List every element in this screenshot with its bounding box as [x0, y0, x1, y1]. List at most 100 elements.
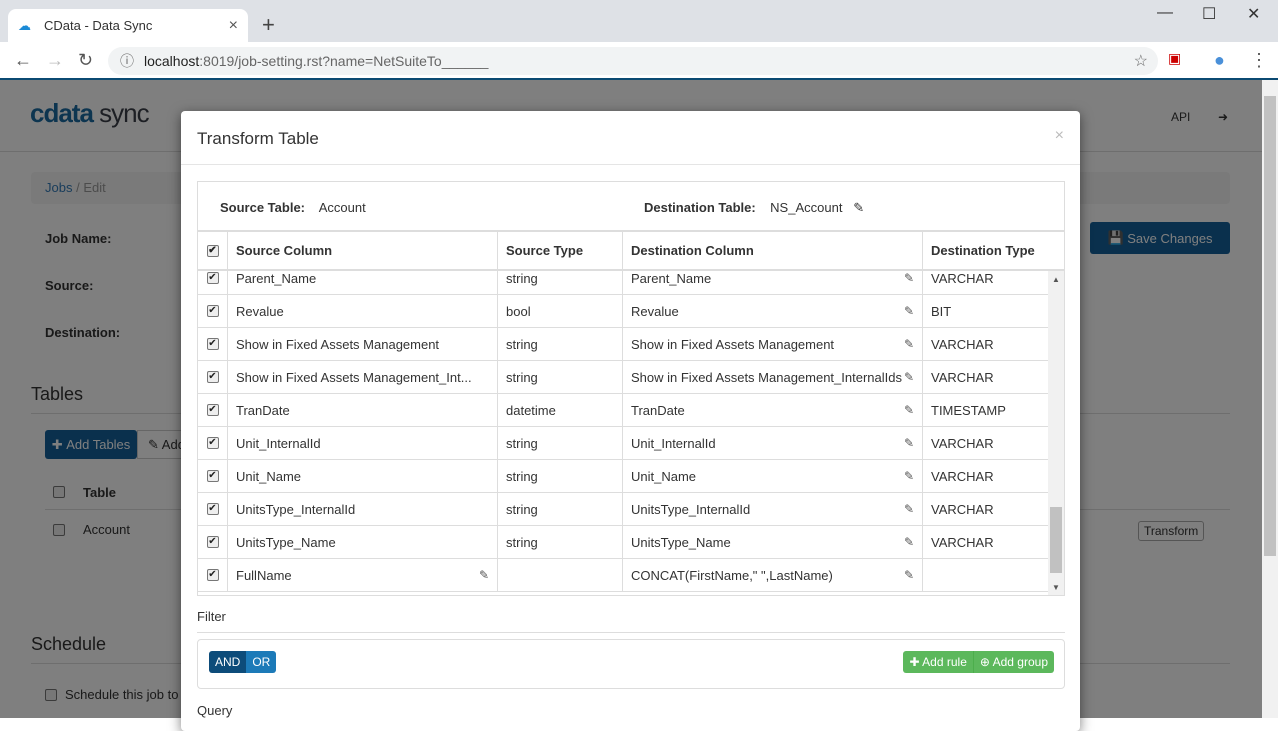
- edit-icon[interactable]: ✎: [901, 337, 914, 351]
- source-column-name: Show in Fixed Assets Management: [236, 336, 440, 352]
- destination-column-name: Show in Fixed Assets Management_Internal…: [631, 369, 902, 385]
- destination-column-name: Unit_Name: [631, 468, 697, 484]
- edit-icon[interactable]: ✎: [901, 370, 914, 384]
- star-icon[interactable]: ☆: [1133, 53, 1148, 70]
- edit-icon[interactable]: ✎: [901, 568, 914, 582]
- source-table-label: Source Table:: [220, 200, 306, 215]
- include-column-checkbox[interactable]: ✔: [206, 503, 219, 515]
- destination-type: VARCHAR: [931, 468, 994, 484]
- destination-type: BIT: [931, 303, 952, 319]
- source-type: string: [498, 361, 623, 393]
- edit-icon[interactable]: ✎: [901, 271, 914, 285]
- edit-icon[interactable]: ✎: [901, 436, 914, 450]
- close-icon[interactable]: ×: [1054, 127, 1064, 144]
- destination-column-name: Unit_InternalId: [631, 435, 716, 451]
- source-type: string: [498, 460, 623, 492]
- source-column-name: FullName: [236, 567, 292, 583]
- query-label: Query: [197, 703, 233, 718]
- source-type: string: [498, 328, 623, 360]
- header-source-type: Source Type: [498, 232, 623, 269]
- pdf-extension-icon[interactable]: ▣: [1168, 50, 1182, 66]
- menu-dots-icon[interactable]: ⋮: [1250, 50, 1268, 70]
- add-group-button[interactable]: ⊕ Add group: [979, 655, 1048, 669]
- include-column-checkbox[interactable]: ✔: [206, 569, 219, 581]
- source-type: string: [498, 271, 623, 294]
- edit-icon[interactable]: ✎: [901, 304, 914, 318]
- include-column-checkbox[interactable]: ✔: [206, 404, 219, 416]
- include-column-checkbox[interactable]: ✔: [206, 437, 219, 449]
- destination-column-name: UnitsType_InternalId: [631, 501, 751, 517]
- source-type: [498, 559, 623, 591]
- destination-table-value: NS_Account: [770, 200, 843, 215]
- edit-icon[interactable]: ✎: [901, 502, 914, 516]
- close-tab-icon[interactable]: ×: [228, 16, 238, 34]
- minimize-icon[interactable]: —: [1157, 4, 1173, 21]
- add-rule-button[interactable]: ✚ Add rule: [903, 651, 974, 673]
- header-destination-column: Destination Column: [623, 232, 923, 269]
- browser-tab[interactable]: ☁ CData - Data Sync ×: [8, 9, 248, 42]
- destination-type: VARCHAR: [931, 534, 994, 550]
- transform-table-modal: Transform Table × Source Table: Account …: [181, 111, 1080, 731]
- column-mapping-row: ✔ UnitsType_InternalId string UnitsType_…: [198, 493, 1048, 526]
- column-mapping-row: ✔ Revalue bool Revalue ✎ BIT: [198, 295, 1048, 328]
- include-column-checkbox[interactable]: ✔: [206, 305, 219, 317]
- edit-icon[interactable]: ✎: [478, 568, 489, 582]
- destination-column-name: Show in Fixed Assets Management: [631, 336, 835, 352]
- url-input[interactable]: ⓘ localhost:8019/job-setting.rst?name=Ne…: [108, 47, 1158, 75]
- include-column-checkbox[interactable]: ✔: [206, 338, 219, 350]
- destination-type: VARCHAR: [931, 435, 994, 451]
- column-header-row: ✔ Source Column Source Type Destination …: [198, 232, 1064, 271]
- edit-icon[interactable]: ✎: [901, 403, 914, 417]
- destination-type: VARCHAR: [931, 369, 994, 385]
- source-type: string: [498, 427, 623, 459]
- destination-column-name: CONCAT(FirstName," ",LastName): [631, 567, 833, 583]
- select-all-columns-checkbox[interactable]: ✔: [206, 244, 219, 257]
- include-column-checkbox[interactable]: ✔: [206, 470, 219, 482]
- edit-icon[interactable]: ✎: [901, 535, 914, 549]
- close-window-icon[interactable]: ✕: [1247, 6, 1261, 23]
- destination-type: TIMESTAMP: [931, 402, 1006, 418]
- source-column-name: UnitsType_Name: [236, 534, 336, 550]
- source-column-name: Unit_Name: [236, 468, 302, 484]
- source-table-value: Account: [318, 200, 366, 215]
- back-icon[interactable]: ←: [14, 50, 32, 70]
- and-toggle[interactable]: AND: [209, 651, 247, 673]
- destination-column-name: TranDate: [631, 402, 685, 418]
- forward-icon[interactable]: →: [46, 50, 64, 70]
- page-scrollbar[interactable]: [1262, 80, 1278, 718]
- include-column-checkbox[interactable]: ✔: [206, 272, 219, 284]
- column-mapping-list: ✔ FullName ✎ CONCAT(FirstName," ",LastNam…: [198, 271, 1064, 595]
- destination-column-name: Revalue: [631, 303, 679, 319]
- destination-table-label: Destination Table:: [644, 200, 756, 215]
- or-toggle[interactable]: OR: [246, 651, 277, 673]
- source-column-name: Unit_InternalId: [236, 435, 321, 451]
- header-source-column: Source Column: [228, 232, 498, 269]
- include-column-checkbox[interactable]: ✔: [206, 536, 219, 548]
- modal-title: Transform Table: [181, 111, 1080, 165]
- profile-avatar-icon[interactable]: ●: [1214, 50, 1225, 70]
- column-mapping-row: ✔ TranDate datetime TranDate ✎ TIMESTAMP: [198, 394, 1048, 427]
- destination-column-name: UnitsType_Name: [631, 534, 731, 550]
- info-icon[interactable]: ⓘ: [120, 53, 134, 69]
- table-scrollbar[interactable]: ▲ ▼: [1048, 271, 1064, 595]
- maximize-icon[interactable]: ☐: [1202, 6, 1217, 23]
- column-mapping-row: ✔ FullName ✎ CONCAT(FirstName," ",LastNam…: [198, 559, 1048, 592]
- source-type: datetime: [498, 394, 623, 426]
- source-type: string: [498, 493, 623, 525]
- column-mapping-row: ✔ Unit_InternalId string Unit_InternalId…: [198, 427, 1048, 460]
- source-type: bool: [498, 295, 623, 327]
- edit-icon[interactable]: ✎: [853, 200, 865, 215]
- transform-grid: Source Table: Account Destination Table:…: [197, 181, 1065, 596]
- include-column-checkbox[interactable]: ✔: [206, 371, 219, 383]
- reload-icon[interactable]: ↻: [78, 50, 94, 70]
- source-column-name: UnitsType_InternalId: [236, 501, 356, 517]
- column-mapping-row: ✔ Unit_Name string Unit_Name ✎ VARCHAR: [198, 460, 1048, 493]
- source-type: string: [498, 526, 623, 558]
- browser-tab-strip: ☁ CData - Data Sync × + — ☐ ✕: [0, 0, 1278, 42]
- source-column-name: TranDate: [236, 402, 290, 418]
- address-bar-row: ← → ↻ ⓘ localhost:8019/job-setting.rst?n…: [0, 42, 1278, 80]
- source-column-name: Parent_Name: [236, 271, 317, 286]
- source-column-name: Revalue: [236, 303, 284, 319]
- new-tab-icon[interactable]: +: [262, 12, 275, 37]
- edit-icon[interactable]: ✎: [901, 469, 914, 483]
